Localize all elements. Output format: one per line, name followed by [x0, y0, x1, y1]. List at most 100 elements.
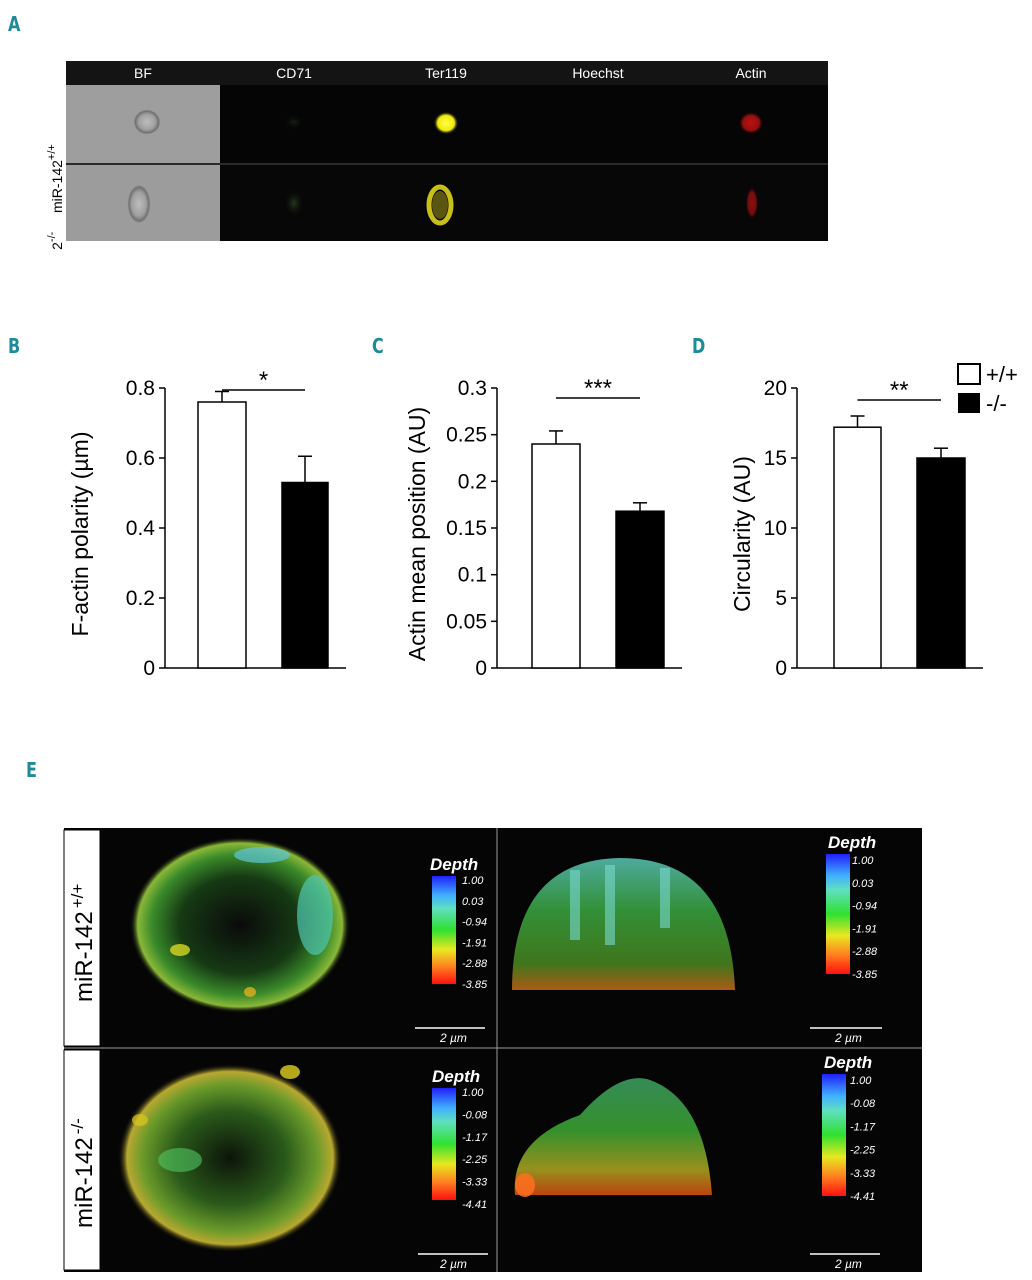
significance-stars: ** [890, 377, 909, 404]
colorbar-title: Depth [432, 1067, 480, 1086]
panel-e-imagery: miR-142+/+ miR-142-/- Depth 1.00 0.03 -0.9… [63, 828, 922, 1272]
scale-bar: 2 µm [418, 1253, 488, 1271]
chart-b: 0 0.2 0.4 0.6 0.8 F-actin polarity (µm) * [67, 367, 346, 680]
colorbar-tick-label: -3.85 [852, 969, 878, 981]
y-tick-label: 20 [764, 377, 787, 400]
panel-letter-c: C [372, 334, 384, 358]
channel-header-bf: BF [134, 65, 152, 81]
colorbar-tick-label: -0.08 [462, 1109, 488, 1121]
y-tick-label: 0.2 [458, 470, 487, 493]
scale-bar: 2 µm [810, 1253, 880, 1271]
colorbar-title: Depth [430, 855, 478, 874]
scale-bar-label: 2 µm [439, 1031, 467, 1045]
panel-letter-b: B [8, 334, 21, 358]
colorbar-title: Depth [828, 833, 876, 852]
y-tick-label: 0 [775, 657, 787, 680]
chart-c: 0 0.05 0.1 0.15 0.2 0.25 0.3 Actin mean positio… [404, 375, 682, 680]
y-tick-label: 15 [764, 447, 787, 470]
scale-bar: 2 µm [810, 1027, 882, 1045]
colorbar-tick-label: -4.41 [850, 1191, 875, 1203]
bar-ko [615, 510, 665, 669]
colorbar-wt-top: Depth 1.00 0.03 -0.94 -1.91 -2.88 -3.85 [430, 855, 488, 991]
colorbar-tick-label: -3.85 [462, 979, 488, 991]
channel-header-actin: Actin [735, 65, 766, 81]
y-axis-label: Circularity (AU) [729, 456, 755, 612]
panel-letter-d: D [692, 334, 706, 358]
legend-swatch-ko [958, 393, 980, 413]
y-tick-label: 0 [143, 657, 155, 680]
y-tick-label: 0.3 [458, 377, 487, 400]
colorbar-tick-label: -1.17 [850, 1121, 876, 1133]
legend-label-wt: +/+ [986, 362, 1018, 387]
bar-wt [197, 401, 247, 669]
colorbar-tick-label: 1.00 [462, 875, 484, 887]
y-axis-label: Actin mean position (AU) [404, 407, 430, 661]
row-label-ko: miR-142-/- [46, 231, 65, 250]
y-tick-label: 10 [764, 517, 787, 540]
colorbar-tick-label: -2.25 [462, 1154, 488, 1166]
cell-side-view-ko [514, 1078, 712, 1195]
cell-top-view-ko [118, 1064, 342, 1252]
y-tick-label: 0.1 [458, 564, 487, 587]
y-tick-label: 0.2 [126, 587, 155, 610]
colorbar-tick-label: -1.91 [852, 923, 877, 935]
colorbar-tick-label: 1.00 [852, 855, 874, 867]
colorbar-tick-label: -0.08 [850, 1098, 876, 1110]
legend-label-ko: -/- [986, 391, 1007, 416]
colorbar-tick-label: -2.25 [850, 1145, 876, 1157]
bar-wt [833, 426, 882, 669]
actin-signal-wt [739, 112, 763, 134]
actin-signal-ko [746, 187, 758, 219]
channel-header-ter119: Ter119 [425, 65, 467, 81]
legend: +/+ -/- [957, 362, 1018, 416]
y-tick-label: 0.6 [126, 447, 155, 470]
colorbar-tick-label: -4.41 [462, 1199, 487, 1211]
cd71-signal-wt [285, 114, 303, 130]
y-tick-label: 0.8 [126, 377, 155, 400]
colorbar-tick-label: 1.00 [462, 1087, 484, 1099]
legend-swatch-wt [957, 363, 981, 385]
scale-bar-label: 2 µm [834, 1031, 862, 1045]
y-tick-label: 0.4 [126, 517, 156, 540]
fluor-strip-wt [220, 85, 828, 163]
e-row-label-ko: miR-142-/- [68, 1118, 98, 1228]
e-row-label-wt: miR-142+/+ [68, 884, 98, 1002]
colorbar-tick-label: -3.33 [462, 1177, 488, 1189]
colorbar-tick-label: -0.94 [852, 901, 877, 913]
scale-bar: 2 µm [415, 1027, 485, 1045]
colorbar-tick-label: -1.91 [462, 937, 487, 949]
ter119-signal-wt [434, 112, 458, 134]
scale-bar-label: 2 µm [834, 1257, 862, 1271]
bar-ko [281, 481, 329, 669]
fluor-strip-ko [220, 165, 828, 241]
cell-top-view-wt [130, 837, 350, 1013]
scale-bar-label: 2 µm [439, 1257, 467, 1271]
bar-wt [531, 443, 581, 669]
panel-letter-a: A [8, 12, 21, 36]
panel-a-imagery: BF CD71 Ter119 Hoechst Actin miR-142+/+ … [46, 61, 828, 250]
colorbar-tick-label: -1.17 [462, 1132, 488, 1144]
y-axis-label: F-actin polarity (µm) [67, 432, 93, 637]
ter119-signal-ko [426, 184, 454, 226]
colorbar-wt-side: Depth 1.00 0.03 -0.94 -1.91 -2.88 -3.85 [826, 833, 878, 981]
chart-d: 0 5 10 15 20 Circularity (AU) ** [729, 377, 983, 680]
colorbar-tick-label: 0.03 [462, 896, 484, 908]
colorbar-tick-label: -2.88 [462, 958, 488, 970]
cd71-signal-ko [284, 189, 304, 217]
colorbar-ko-side: Depth 1.00 -0.08 -1.17 -2.25 -3.33 -4.41 [822, 1053, 876, 1203]
colorbar-tick-label: -0.94 [462, 917, 487, 929]
significance-stars: * [259, 367, 268, 394]
y-tick-label: 0.15 [446, 517, 487, 540]
bf-cell-wt [133, 109, 161, 135]
colorbar-tick-label: 1.00 [850, 1075, 872, 1087]
colorbar-title: Depth [824, 1053, 872, 1072]
channel-header-bar [66, 61, 828, 85]
row-label-wt: miR-142+/+ [46, 144, 65, 213]
bf-cell-ko [127, 184, 151, 224]
channel-header-hoechst: Hoechst [572, 65, 623, 81]
colorbar-tick-label: 0.03 [852, 878, 874, 890]
significance-stars: *** [584, 375, 612, 402]
colorbar-ko-top: Depth 1.00 -0.08 -1.17 -2.25 -3.33 -4.41 [432, 1067, 488, 1211]
panel-letter-e: E [26, 758, 37, 782]
y-tick-label: 0.25 [446, 424, 487, 447]
